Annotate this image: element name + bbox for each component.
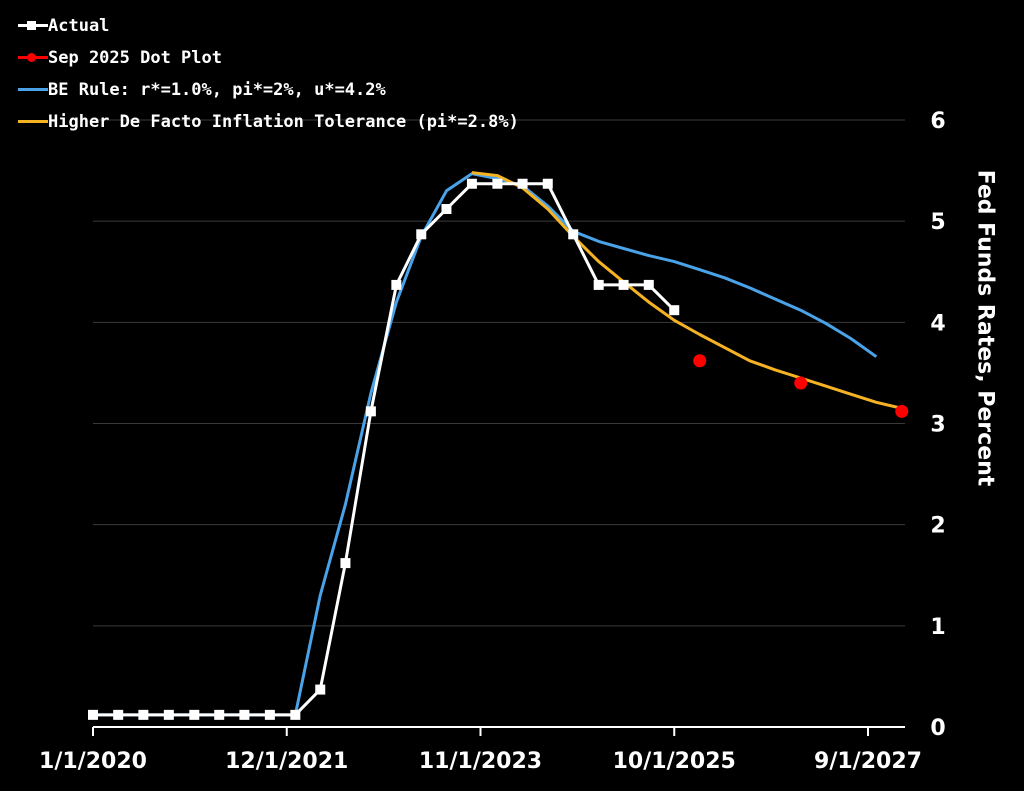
legend-item-be-rule[interactable]: BE Rule: r*=1.0%, pi*=2%, u*=4.2% (18, 74, 519, 106)
actual-point (163, 709, 174, 720)
y-tick-label: 4 (930, 311, 945, 336)
series-line-3 (471, 171, 903, 410)
gridlines (93, 119, 905, 627)
legend-swatch-actual (18, 19, 48, 33)
actual-point (466, 178, 477, 189)
legend-item-inflation-tolerance[interactable]: Higher De Facto Inflation Tolerance (pi*… (18, 106, 519, 138)
actual-point (239, 709, 250, 720)
y-axis-label: Fed Funds Rates, Percent (972, 169, 998, 487)
actual-point (214, 709, 225, 720)
actual-point (391, 279, 402, 290)
legend-swatch-be-rule (18, 83, 48, 97)
legend-item-actual[interactable]: Actual (18, 10, 519, 42)
actual-point (315, 684, 326, 695)
actual-point (542, 178, 553, 189)
series-layer (88, 171, 909, 720)
actual-point (416, 229, 427, 240)
actual-point (517, 178, 528, 189)
actual-point (88, 709, 98, 720)
y-tick-label: 1 (930, 615, 945, 640)
y-tick-label: 2 (930, 514, 945, 539)
x-tick-label: 12/1/2021 (225, 749, 348, 774)
actual-point (492, 178, 503, 189)
y-tick-label: 0 (930, 716, 945, 741)
axes: 0 1 2 3 4 5 6 1/1/2020 12/1/2021 11/1/2023 10/1/20… (39, 109, 946, 774)
actual-point (593, 279, 604, 290)
y-tick-label: 3 (930, 413, 945, 438)
x-tick-label: 11/1/2023 (419, 749, 542, 774)
actual-point (669, 305, 680, 316)
legend-swatch-inflation-tolerance (18, 115, 48, 129)
legend-label-dot-plot: Sep 2025 Dot Plot (48, 48, 222, 68)
dot-plot-point (895, 404, 909, 418)
actual-point (340, 558, 351, 569)
series-line-2 (93, 172, 878, 717)
legend: Actual Sep 2025 Dot Plot BE Rule: r*=1.0… (18, 10, 519, 138)
legend-swatch-dot-plot (18, 51, 48, 65)
legend-label-actual: Actual (48, 16, 110, 36)
x-tick-label: 1/1/2020 (39, 749, 147, 774)
actual-point (365, 406, 376, 417)
dot-plot-point (794, 376, 808, 390)
actual-point (618, 279, 629, 290)
x-tick-label: 10/1/2025 (613, 749, 736, 774)
actual-point (568, 229, 579, 240)
x-tick-label: 9/1/2027 (814, 749, 922, 774)
y-tick-label: 6 (930, 109, 945, 134)
legend-label-be-rule: BE Rule: r*=1.0%, pi*=2%, u*=4.2% (48, 80, 386, 100)
actual-point (643, 279, 654, 290)
y-tick-label: 5 (930, 210, 945, 235)
legend-item-dot-plot[interactable]: Sep 2025 Dot Plot (18, 42, 519, 74)
dot-plot-point (693, 354, 707, 368)
actual-point (189, 709, 200, 720)
actual-point (264, 709, 275, 720)
actual-point (290, 709, 301, 720)
series-line-0 (93, 182, 676, 717)
actual-point (138, 709, 149, 720)
legend-label-inflation-tolerance: Higher De Facto Inflation Tolerance (pi*… (48, 112, 519, 132)
actual-point (113, 709, 124, 720)
actual-point (441, 204, 452, 215)
